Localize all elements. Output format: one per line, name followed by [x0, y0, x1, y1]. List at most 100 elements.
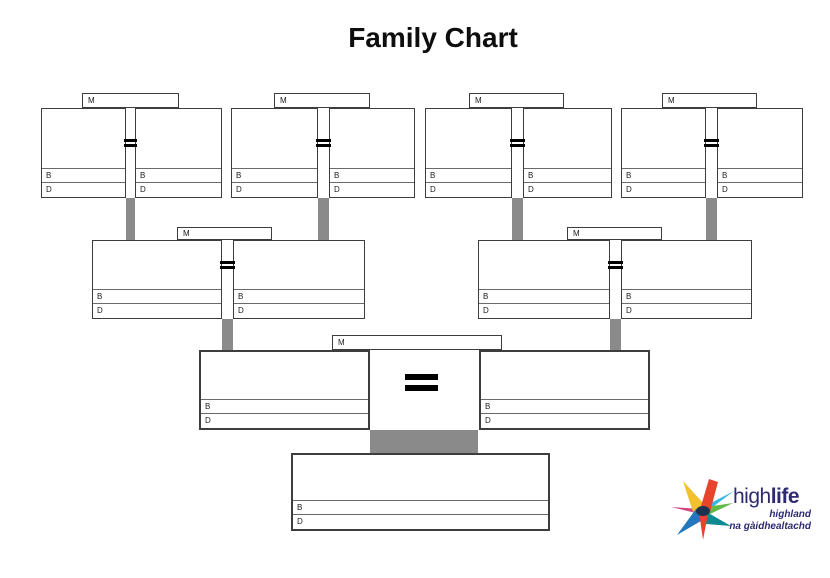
death-label: D	[430, 185, 436, 194]
marriage-tab: M	[332, 335, 502, 350]
death-label: D	[205, 416, 211, 425]
marriage-equals-icon	[124, 139, 137, 147]
birth-label: B	[528, 171, 534, 180]
person-box-maternal-grandmother: B D	[621, 240, 752, 319]
birth-label: B	[140, 171, 146, 180]
marriage-tab: M	[177, 227, 272, 240]
death-row: D	[481, 413, 648, 428]
birth-label: B	[485, 402, 491, 411]
person-box-great-grandparent-8: B D	[717, 108, 803, 198]
birth-label: B	[483, 292, 489, 301]
marriage-label: M	[668, 96, 675, 105]
marriage-label: M	[88, 96, 95, 105]
marriage-equals-large-icon	[405, 374, 438, 391]
death-label: D	[334, 185, 340, 194]
person-box-great-grandparent-7: B D	[621, 108, 706, 198]
death-row: D	[293, 514, 548, 529]
death-row: D	[479, 303, 609, 318]
death-label: D	[528, 185, 534, 194]
logo-subtitle-highland: highland	[769, 509, 811, 520]
death-label: D	[236, 185, 242, 194]
death-row: D	[234, 303, 364, 318]
birth-row: B	[524, 168, 611, 183]
birth-row: B	[136, 168, 221, 183]
birth-label: B	[334, 171, 340, 180]
person-box-great-grandparent-6: B D	[523, 108, 612, 198]
birth-label: B	[297, 503, 303, 512]
death-row: D	[93, 303, 221, 318]
birth-label: B	[46, 171, 52, 180]
death-label: D	[297, 517, 303, 526]
marriage-tab: M	[82, 93, 179, 108]
birth-row: B	[330, 168, 414, 183]
birth-label: B	[722, 171, 728, 180]
marriage-equals-icon	[608, 261, 623, 269]
person-box-maternal-grandfather: B D	[478, 240, 610, 319]
death-row: D	[201, 413, 368, 428]
person-box-father: B D	[199, 350, 370, 430]
page-title: Family Chart	[348, 22, 518, 53]
death-row: D	[426, 182, 511, 197]
birth-row: B	[622, 168, 705, 183]
birth-row: B	[201, 399, 368, 414]
birth-row: B	[93, 289, 221, 304]
logo-brand-bold: life	[770, 485, 800, 508]
marriage-label: M	[573, 229, 580, 238]
marriage-equals-icon	[220, 261, 235, 269]
birth-row: B	[293, 500, 548, 515]
death-row: D	[622, 303, 751, 318]
marriage-equals-icon	[704, 139, 719, 147]
connector	[706, 198, 717, 240]
death-label: D	[722, 185, 728, 194]
starburst-icon	[671, 479, 734, 540]
person-box-paternal-grandmother: B D	[233, 240, 365, 319]
birth-row: B	[232, 168, 317, 183]
death-row: D	[330, 182, 414, 197]
person-box-mother: B D	[479, 350, 650, 430]
birth-label: B	[97, 292, 103, 301]
person-box-great-grandparent-1: B D	[41, 108, 126, 198]
death-label: D	[97, 306, 103, 315]
birth-label: B	[430, 171, 436, 180]
birth-label: B	[626, 171, 632, 180]
marriage-tab: M	[567, 227, 662, 240]
birth-label: B	[205, 402, 211, 411]
death-row: D	[718, 182, 802, 197]
marriage-tab: M	[469, 93, 564, 108]
birth-row: B	[481, 399, 648, 414]
connector	[318, 198, 329, 240]
marriage-equals-icon	[316, 139, 331, 147]
person-box-great-grandparent-4: B D	[329, 108, 415, 198]
logo-subtitle-gaelic: na gàidhealtachd	[729, 521, 811, 532]
birth-row: B	[622, 289, 751, 304]
person-box-paternal-grandfather: B D	[92, 240, 222, 319]
birth-row: B	[718, 168, 802, 183]
death-row: D	[42, 182, 125, 197]
birth-row: B	[479, 289, 609, 304]
connector	[610, 319, 621, 350]
birth-label: B	[238, 292, 244, 301]
highlife-logo: highlife highland na gàidhealtachd	[668, 476, 814, 544]
death-label: D	[483, 306, 489, 315]
person-box-child: B D	[291, 453, 550, 531]
logo-brand-text: highlife	[733, 485, 800, 509]
birth-row: B	[234, 289, 364, 304]
marriage-tab: M	[662, 93, 757, 108]
person-box-great-grandparent-3: B D	[231, 108, 318, 198]
birth-row: B	[426, 168, 511, 183]
marriage-label: M	[338, 338, 345, 347]
person-box-great-grandparent-2: B D	[135, 108, 222, 198]
birth-row: B	[42, 168, 125, 183]
marriage-label: M	[280, 96, 287, 105]
death-label: D	[626, 185, 632, 194]
death-label: D	[485, 416, 491, 425]
death-row: D	[136, 182, 221, 197]
death-label: D	[140, 185, 146, 194]
marriage-label: M	[183, 229, 190, 238]
connector	[126, 198, 135, 240]
person-box-great-grandparent-5: B D	[425, 108, 512, 198]
connector	[370, 430, 478, 453]
marriage-equals-icon	[510, 139, 525, 147]
connector	[222, 319, 233, 350]
marriage-label: M	[475, 96, 482, 105]
